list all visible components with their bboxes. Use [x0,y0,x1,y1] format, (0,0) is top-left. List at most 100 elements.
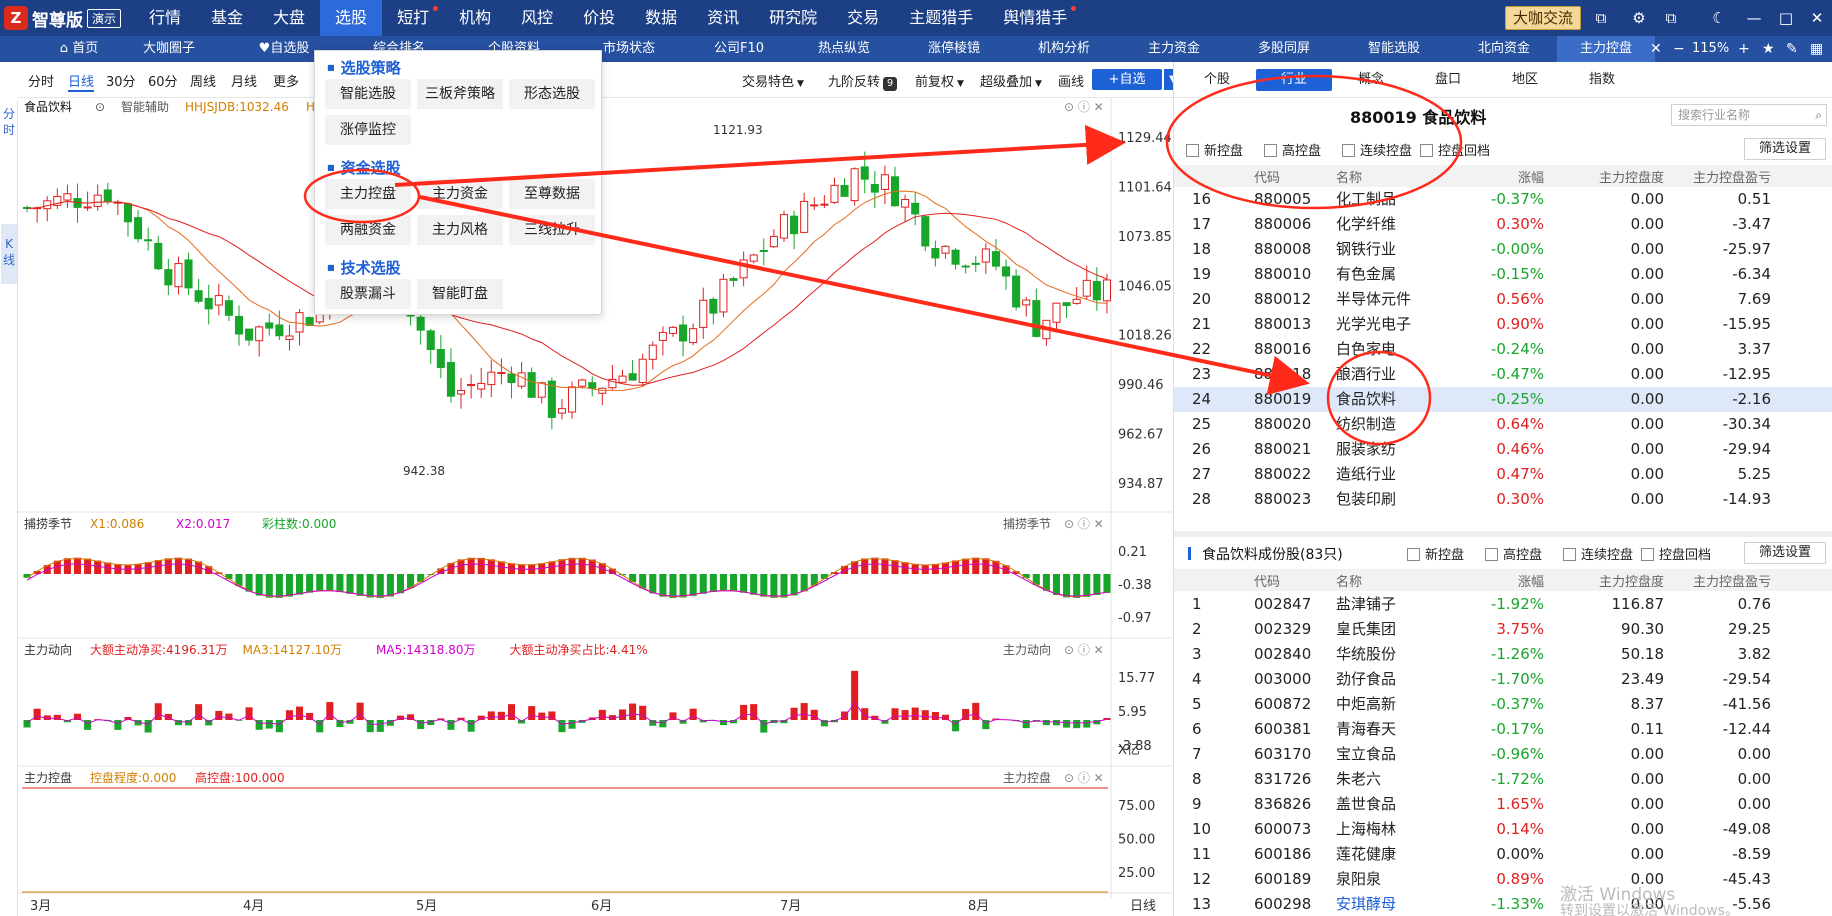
table-row[interactable]: 17 880006 化学纤维 0.30% 0.00 -3.47 [1174,212,1832,237]
menu-item-1[interactable]: 基金 [211,8,244,27]
dropdown-item[interactable]: 形态选股 [509,79,595,109]
period-1[interactable]: 日线 [68,71,95,92]
table-row[interactable]: 25 880020 纺织制造 0.64% 0.00 -30.34 [1174,412,1832,437]
period-2[interactable]: 30分 [106,75,136,90]
tab-13[interactable]: 北向资金 [1455,36,1553,62]
table-row[interactable]: 4 003000 劲仔食品 -1.70% 23.49 -29.54 [1174,667,1832,692]
filter-checkbox[interactable]: 控盘回档 [1420,140,1490,159]
dakaji-button[interactable]: 大咖交流 [1505,6,1582,30]
checkbox-box[interactable] [1485,548,1498,561]
filter-checkbox[interactable]: 连续控盘 [1563,544,1633,563]
tab-6[interactable]: 公司F10 [690,36,788,62]
dropdown-item[interactable]: 至尊数据 [509,179,595,209]
add-watchlist-button[interactable]: +自选 [1092,69,1162,90]
menu-item-3[interactable]: 选股 [320,0,383,36]
menu-item-6[interactable]: 风控 [521,8,554,27]
panel-settings-icon[interactable]: ⊙ ⓘ ✕ [1064,517,1104,531]
category-tab-2[interactable]: 概念 [1357,72,1384,87]
tool-1[interactable]: 九阶反转 9 [828,71,898,91]
smart-assist-toggle[interactable]: 智能辅助 [121,99,169,114]
tab-12[interactable]: 智能选股 [1345,36,1443,62]
menu-item-7[interactable]: 价投 [583,8,616,27]
period-0[interactable]: 分时 [28,75,55,90]
table-row[interactable]: 1 002847 盐津铺子 -1.92% 116.87 0.76 [1174,592,1832,617]
settings-icon[interactable]: ⚙ [1632,9,1646,27]
table-row[interactable]: 18 880008 钢铁行业 -0.00% 0.00 -25.97 [1174,237,1832,262]
menu-item-10[interactable]: 研究院 [769,8,818,27]
checkbox-box[interactable] [1342,144,1355,157]
dropdown-item[interactable]: 智能盯盘 [417,279,503,309]
table-row[interactable]: 23 880018 酿酒行业 -0.47% 0.00 -12.95 [1174,362,1832,387]
search-icon[interactable]: ⌕ [1815,108,1822,122]
table-row[interactable]: 19 880010 有色金属 -0.15% 0.00 -6.34 [1174,262,1832,287]
menu-item-11[interactable]: 交易 [847,8,880,27]
tab-14[interactable]: 主力控盘 [1557,36,1655,62]
close-icon[interactable]: ✕ [1810,9,1824,27]
table-row[interactable]: 10 600073 上海梅林 0.14% 0.00 -49.08 [1174,817,1832,842]
checkbox-box[interactable] [1186,144,1199,157]
table-row[interactable]: 16 880005 化工制品 -0.37% 0.00 0.51 [1174,187,1832,212]
column-header[interactable]: 名称 [1336,171,1363,186]
table-row[interactable]: 5 600872 中炬高新 -0.37% 8.37 -41.56 [1174,692,1832,717]
tab-11[interactable]: 多股同屏 [1235,36,1333,62]
checkbox-box[interactable] [1563,548,1576,561]
table-row[interactable]: 7 603170 宝立食品 -0.96% 0.00 0.00 [1174,742,1832,767]
dropdown-item[interactable]: 主力风格 [417,215,503,245]
intraday-switch[interactable]: 分时 [2,107,15,137]
tool-0[interactable]: 交易特色 ▼ [742,75,804,90]
dropdown-item[interactable]: 三线拉升 [509,215,595,245]
menu-item-4[interactable]: 短打 [382,0,444,36]
dropdown-item[interactable]: 主力控盘 [325,179,411,209]
checkbox-box[interactable] [1420,144,1433,157]
filter-checkbox[interactable]: 连续控盘 [1342,140,1412,159]
filter-settings-button-2[interactable]: 筛选设置 [1744,542,1826,564]
category-tab-3[interactable]: 盘口 [1434,72,1461,87]
column-header[interactable]: 主力控盘盈亏 [1692,171,1771,186]
category-tab-4[interactable]: 地区 [1511,72,1538,87]
column-header[interactable]: 代码 [1254,171,1281,186]
tab-2[interactable]: ♥自选股 [235,36,333,62]
menu-item-2[interactable]: 大盘 [273,8,306,27]
filter-checkbox[interactable]: 新控盘 [1407,544,1464,563]
panel-settings-icon[interactable]: ⊙ ⓘ ✕ [1064,643,1104,657]
filter-checkbox[interactable]: 高控盘 [1264,140,1321,159]
table-row[interactable]: 9 836826 盖世食品 1.65% 0.00 0.00 [1174,792,1832,817]
checkbox-box[interactable] [1264,144,1277,157]
tab-close-icon[interactable]: ✕ [1650,41,1662,57]
maximize-icon[interactable]: □ [1778,9,1794,27]
table-row[interactable]: 24 880019 食品饮料 -0.25% 0.00 -2.16 [1174,387,1832,412]
period-3[interactable]: 60分 [148,75,178,90]
tool-3[interactable]: 超级叠加 ▼ [980,75,1042,90]
dropdown-item[interactable]: 两融资金 [325,215,411,245]
column-header[interactable]: 涨幅 [1517,575,1544,590]
table-row[interactable]: 6 600381 青海春天 -0.17% 0.11 -12.44 [1174,717,1832,742]
dropdown-item[interactable]: 涨停监控 [325,115,411,145]
layout-icon[interactable]: ⧉ [1665,9,1677,27]
filter-checkbox[interactable]: 高控盘 [1485,544,1542,563]
dropdown-item[interactable]: 股票漏斗 [325,279,411,309]
star-icon[interactable]: ★ [1762,41,1775,57]
tab-10[interactable]: 主力资金 [1125,36,1223,62]
menu-item-8[interactable]: 数据 [645,8,678,27]
table-row[interactable]: 2 002329 皇氏集团 3.75% 90.30 29.25 [1174,617,1832,642]
filter-settings-button[interactable]: 筛选设置 [1744,138,1826,160]
grid-icon[interactable]: ▦ [1810,41,1824,57]
column-header[interactable]: 代码 [1254,575,1281,590]
checkbox-box[interactable] [1407,548,1420,561]
tab-5[interactable]: 市场状态 [580,36,678,62]
tab-9[interactable]: 机构分析 [1015,36,1113,62]
table-row[interactable]: 20 880012 半导体元件 0.56% 0.00 7.69 [1174,287,1832,312]
period-6[interactable]: 更多 [273,75,300,90]
zoom-out-icon[interactable]: − [1673,41,1685,57]
table-row[interactable]: 8 831726 朱老六 -1.72% 0.00 0.00 [1174,767,1832,792]
category-tab-0[interactable]: 个股 [1203,72,1230,87]
table-row[interactable]: 3 002840 华统股份 -1.26% 50.18 3.82 [1174,642,1832,667]
column-header[interactable]: 主力控盘度 [1598,575,1664,590]
table-row[interactable]: 22 880016 白色家电 -0.24% 0.00 3.37 [1174,337,1832,362]
table-row[interactable]: 28 880023 包装印刷 0.30% 0.00 -14.93 [1174,487,1832,512]
tool-4[interactable]: 画线 [1058,75,1085,90]
tab-1[interactable]: 大咖圈子 [120,36,218,62]
table-row[interactable]: 11 600186 莲花健康 0.00% 0.00 -8.59 [1174,842,1832,867]
category-tab-5[interactable]: 指数 [1588,72,1615,87]
